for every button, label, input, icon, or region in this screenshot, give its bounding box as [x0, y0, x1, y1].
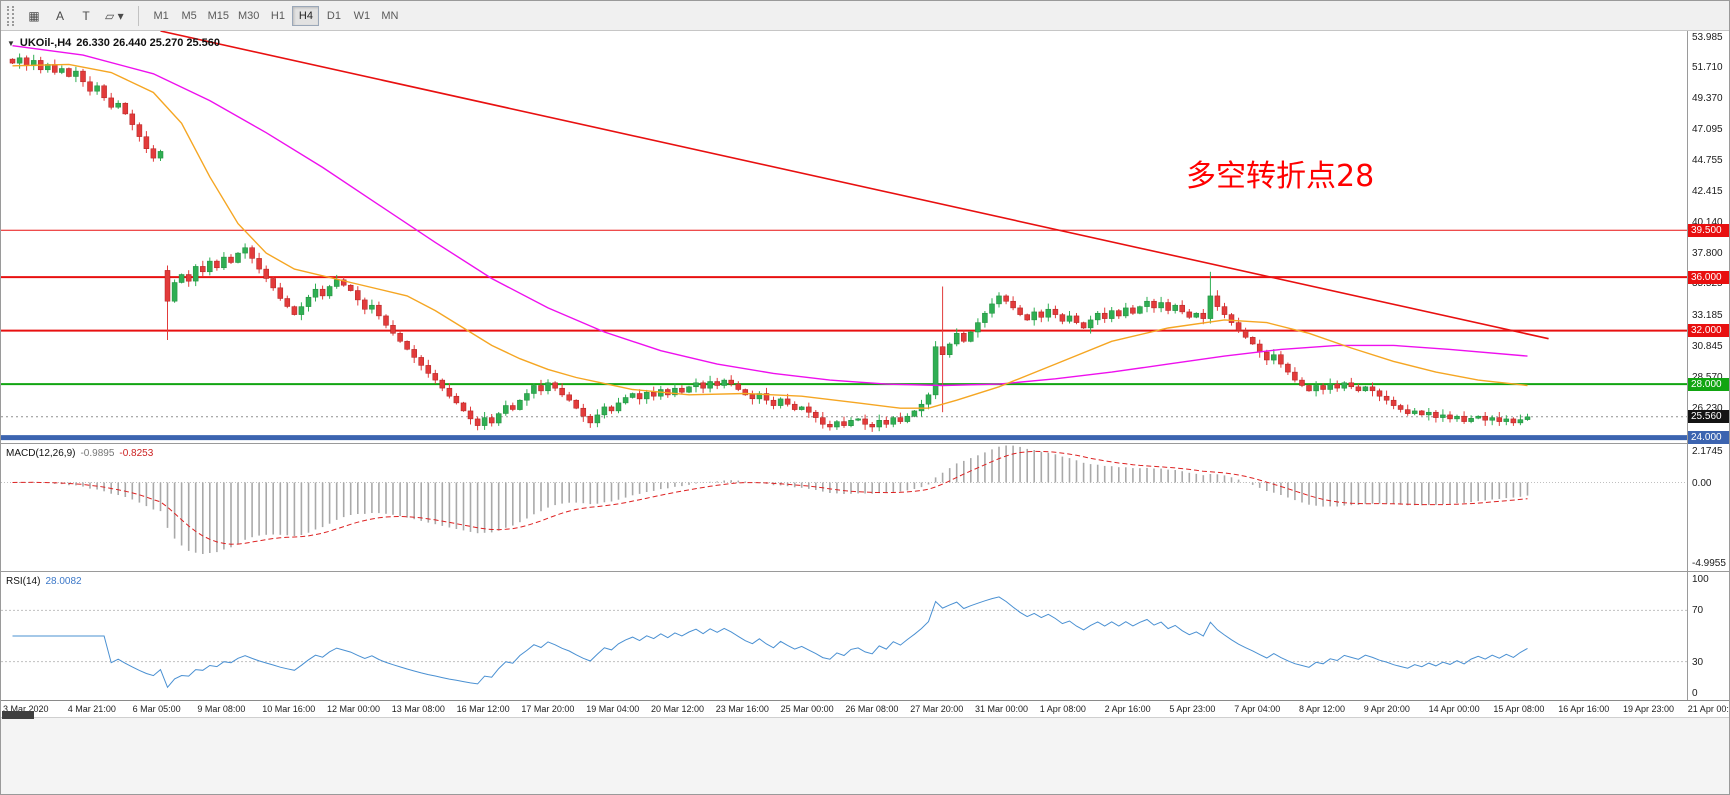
rsi-value: 28.0082 — [45, 576, 82, 587]
time-axis-label: 16 Apr 16:00 — [1558, 704, 1610, 714]
time-axis-label: 14 Apr 00:00 — [1428, 704, 1480, 714]
time-axis-label: 12 Mar 00:00 — [327, 704, 381, 714]
time-axis-label: 6 Mar 05:00 — [132, 704, 181, 714]
macd-signal-value: -0.8253 — [119, 448, 154, 459]
indicator-axis-label: 2.1745 — [1692, 446, 1723, 457]
timeframe-button-W1[interactable]: W1 — [353, 9, 371, 22]
time-axis-label: 21 Apr 00:00 — [1687, 704, 1729, 714]
time-axis-label: 1 Apr 08:00 — [1039, 704, 1086, 714]
time-axis-label: 19 Mar 04:00 — [586, 704, 640, 714]
time-axis-label: 15 Apr 08:00 — [1493, 704, 1545, 714]
price-level-badge: 36.000 — [1688, 271, 1729, 284]
time-axis-label: 31 Mar 00:00 — [975, 704, 1029, 714]
time-axis-label: 2 Apr 16:00 — [1104, 704, 1151, 714]
axis-separator-line — [1687, 31, 1688, 700]
indicator-axis-label: 100 — [1692, 574, 1709, 585]
indicator-axis-label: 30 — [1692, 657, 1704, 668]
text-tool-button[interactable]: T — [82, 8, 90, 23]
timeframe-button-M15[interactable]: M15 — [207, 9, 229, 22]
time-axis-label: 27 Mar 20:00 — [910, 704, 964, 714]
toolbar-gripper[interactable] — [7, 5, 14, 26]
time-axis-label: 3 Mar 2020 — [3, 704, 49, 714]
time-axis-label: 9 Apr 20:00 — [1363, 704, 1410, 714]
price-axis-label: 44.755 — [1692, 155, 1723, 166]
time-axis-label: 26 Mar 08:00 — [845, 704, 899, 714]
panel-splitter[interactable] — [1, 571, 1729, 572]
time-axis-label: 16 Mar 12:00 — [456, 704, 510, 714]
text-label-tool-button[interactable]: A — [55, 8, 64, 23]
price-axis-label: 49.370 — [1692, 93, 1723, 104]
time-axis-label: 19 Apr 23:00 — [1623, 704, 1675, 714]
symbol-dropdown-icon[interactable]: ▼ — [7, 38, 15, 48]
timeframe-button-M5[interactable]: M5 — [181, 9, 197, 22]
time-axis-label: 23 Mar 16:00 — [715, 704, 769, 714]
time-axis-label: 20 Mar 12:00 — [651, 704, 705, 714]
timeframe-button-M1[interactable]: M1 — [153, 9, 169, 22]
price-axis-label: 30.845 — [1692, 341, 1723, 352]
ohlc-values-label: 26.330 26.440 25.270 25.560 — [76, 37, 221, 49]
drawing-tools-group: ▦ A T ▱ ▾ — [22, 5, 129, 27]
price-axis-label: 53.985 — [1692, 32, 1723, 43]
time-axis-label: 5 Apr 23:00 — [1169, 704, 1216, 714]
timeframe-button-M30[interactable]: M30 — [238, 9, 260, 22]
chart-text-annotation[interactable]: 多空转折点28 — [1186, 159, 1375, 194]
bottom-panel — [1, 717, 1729, 794]
panel-splitter[interactable] — [1, 443, 1729, 444]
timeframes-group: M1 M5 M15 M30 H1 H4 D1 W1 MN — [148, 5, 404, 26]
grid-tool-button[interactable]: ▦ — [28, 8, 40, 23]
price-level-badge: 32.000 — [1688, 324, 1729, 337]
price-axis-label: 47.095 — [1692, 124, 1723, 135]
price-chart-svg[interactable] — [1, 31, 1687, 443]
price-axis-label: 40.140 — [1692, 217, 1723, 228]
price-axis-label: 28.570 — [1692, 372, 1723, 383]
symbol-period-label: UKOil-,H4 — [19, 37, 72, 49]
price-axis-label: 37.800 — [1692, 248, 1723, 259]
time-axis-label: 8 Apr 12:00 — [1299, 704, 1346, 714]
price-level-badge: 39.500 — [1688, 224, 1729, 237]
timeframe-button-MN[interactable]: MN — [381, 9, 399, 22]
price-axis-label: 26.230 — [1692, 403, 1723, 414]
indicator-axis-label: 0.00 — [1692, 478, 1712, 489]
indicator-axis-label: 70 — [1692, 605, 1704, 616]
macd-panel-svg[interactable] — [1, 444, 1687, 571]
timeframe-button-H1[interactable]: H1 — [270, 9, 285, 22]
timeframe-button-D1[interactable]: D1 — [326, 9, 341, 22]
time-axis-label: 25 Mar 00:00 — [780, 704, 834, 714]
time-axis-label: 10 Mar 16:00 — [262, 704, 316, 714]
macd-main-value: -0.9895 — [80, 448, 115, 459]
macd-name: MACD(12,26,9) — [6, 448, 76, 459]
price-level-badge: 24.000 — [1688, 431, 1729, 444]
price-axis-label: 51.710 — [1692, 62, 1723, 73]
price-level-badge: 28.000 — [1688, 378, 1729, 391]
price-axis-label: 33.185 — [1692, 310, 1723, 321]
timeframe-button-H4[interactable]: H4 — [292, 5, 320, 26]
time-axis-label: 13 Mar 08:00 — [391, 704, 445, 714]
indicator-axis-label: 0 — [1692, 688, 1698, 699]
rsi-indicator-label: RSI(14) 28.0082 — [6, 576, 82, 587]
time-axis-label: 4 Mar 21:00 — [67, 704, 116, 714]
scroll-grip[interactable] — [2, 711, 34, 719]
indicator-axis-label: -4.9955 — [1692, 558, 1726, 569]
price-axis-label: 42.415 — [1692, 186, 1723, 197]
time-axis[interactable]: 3 Mar 2020 4 Mar 21:00 6 Mar 05:00 9 Mar 08… — [1, 700, 1729, 717]
time-axis-label: 9 Mar 08:00 — [197, 704, 246, 714]
chart-symbol-title: ▼ UKOil-,H4 26.330 26.440 25.270 25.560 — [7, 37, 220, 49]
macd-indicator-label: MACD(12,26,9) -0.9895 -0.8253 — [6, 448, 153, 459]
toolbar-separator — [137, 5, 139, 26]
rsi-panel-svg[interactable] — [1, 572, 1687, 700]
time-axis-label: 17 Mar 20:00 — [521, 704, 575, 714]
shapes-dropdown-button[interactable]: ▱ ▾ — [105, 8, 124, 23]
time-axis-label: 7 Apr 04:00 — [1234, 704, 1281, 714]
rsi-name: RSI(14) — [6, 576, 41, 587]
main-toolbar: ▦ A T ▱ ▾ M1 M5 M15 M30 H1 H4 D1 W1 MN — [1, 1, 1729, 31]
price-level-badge: 25.560 — [1688, 410, 1729, 423]
